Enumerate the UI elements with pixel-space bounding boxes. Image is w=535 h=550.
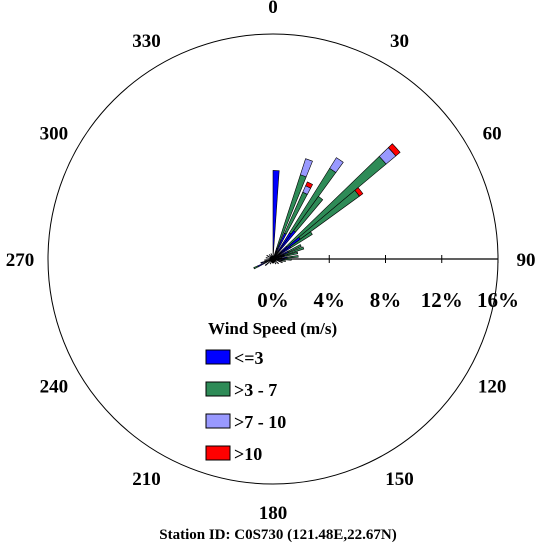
direction-label-270: 270: [6, 250, 35, 271]
radial-tick-label-16: 16%: [477, 288, 519, 312]
legend-title: Wind Speed (m/s): [208, 319, 337, 338]
radial-tick-label-group: 0% 4% 8% 12% 16%: [257, 288, 519, 312]
radial-tick-label-12: 12%: [421, 288, 463, 312]
direction-label-300: 300: [40, 124, 69, 145]
direction-label-group: 0 30 60 90 120 150 180 210 240 270 300 330: [6, 0, 535, 524]
legend-label-3: >10: [234, 444, 262, 464]
legend-swatch-3: [205, 445, 231, 461]
petal-dir-38-class-1: [293, 196, 324, 233]
legend-swatch-0: [205, 349, 231, 365]
petal-dir-70-class-1: [283, 246, 305, 256]
direction-label-90: 90: [517, 250, 535, 271]
petal-dir-92-class-1: [283, 258, 292, 261]
petal-dir-34-class-2: [329, 157, 344, 173]
direction-label-60: 60: [483, 124, 502, 145]
direction-label-210: 210: [132, 469, 161, 490]
direction-label-150: 150: [385, 469, 414, 490]
radial-tick-label-8: 8%: [370, 288, 402, 312]
petal-dir-20-class-2: [300, 158, 313, 178]
direction-label-330: 330: [132, 31, 161, 52]
direction-label-0: 0: [268, 0, 278, 18]
petal-dir-26-class-3: [305, 181, 314, 189]
station-footer: Station ID: C0S730 (121.48E,22.67N): [159, 527, 397, 543]
petal-dir-244-class-1: [253, 265, 259, 270]
petal-dir-76-class-1: [283, 251, 299, 258]
legend-swatch-2: [205, 413, 231, 429]
direction-label-30: 30: [390, 31, 409, 52]
radial-tick-label-0: 0%: [257, 288, 289, 312]
direction-label-180: 180: [259, 503, 288, 524]
legend-label-2: >7 - 10: [234, 412, 286, 432]
petal-dir-56-class-1: [289, 231, 313, 249]
direction-label-120: 120: [478, 377, 507, 398]
legend-label-1: >3 - 7: [234, 380, 277, 400]
legend: <=3 >3 - 7 >7 - 10 >10: [205, 348, 286, 464]
petal-dir-84-class-1: [286, 255, 299, 259]
petal-dir-2-class-0: [272, 170, 280, 260]
radial-tick-label-4: 4%: [314, 288, 346, 312]
radial-tick-group: [272, 255, 499, 263]
petal-group: [253, 143, 401, 270]
legend-swatch-1: [205, 381, 231, 397]
petal-dir-100-class-1: [280, 259, 286, 262]
petal-dir-110-class-1: [279, 260, 283, 264]
petal-dir-52-class-3: [354, 187, 364, 197]
legend-label-0: <=3: [234, 348, 264, 368]
petal-dir-48-class-3: [387, 143, 401, 157]
petal-dir-64-class-1: [287, 244, 302, 253]
direction-label-240: 240: [40, 377, 69, 398]
